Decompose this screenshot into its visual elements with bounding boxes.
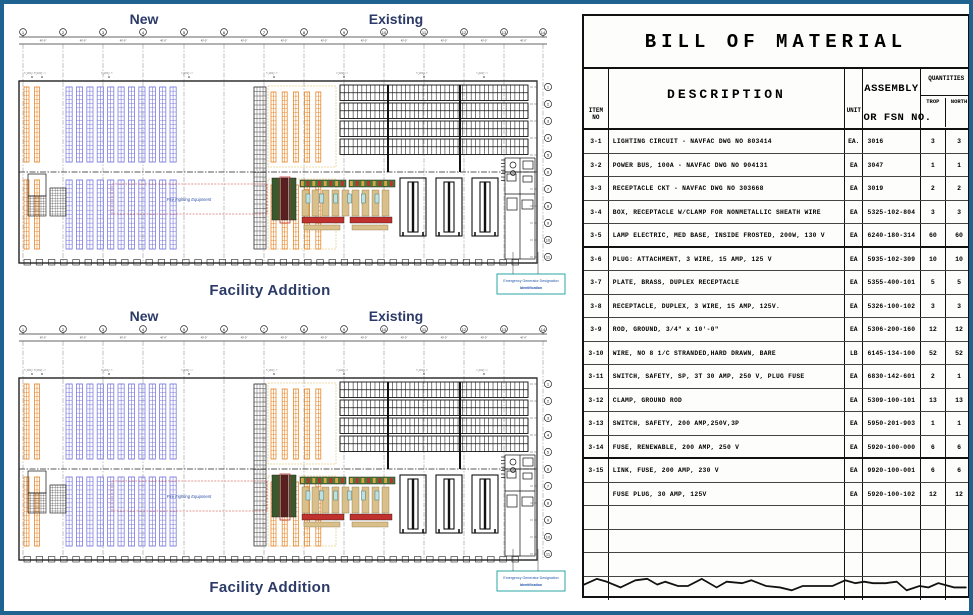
svg-text:24 SSM 1-3: 24 SSM 1-3	[34, 73, 46, 75]
svg-text:ID GEN 1-8: ID GEN 1-8	[101, 73, 113, 75]
svg-text:ID GEN 1-8: ID GEN 1-8	[416, 370, 428, 372]
svg-text:13: 13	[502, 327, 507, 332]
svg-text:24 SSM 1-3: 24 SSM 1-3	[336, 370, 348, 372]
svg-text:40'-0": 40'-0"	[40, 336, 47, 340]
svg-text:14: 14	[541, 327, 546, 332]
svg-text:24 SSM 1-3: 24 SSM 1-3	[181, 73, 193, 75]
svg-text:40'-0": 40'-0"	[80, 39, 87, 43]
svg-text:40'-0": 40'-0"	[481, 336, 488, 340]
svg-text:40'-0": 40'-0"	[201, 336, 208, 340]
svg-text:40'-0": 40'-0"	[441, 39, 448, 43]
svg-text:40'-0": 40'-0"	[441, 336, 448, 340]
svg-text:40'-0": 40'-0"	[281, 336, 288, 340]
svg-text:40'-0": 40'-0"	[321, 39, 328, 43]
svg-text:40'-0": 40'-0"	[120, 336, 127, 340]
svg-text:24 SSM 1-3: 24 SSM 1-3	[476, 370, 488, 372]
svg-text:Facility Addition: Facility Addition	[209, 579, 330, 596]
svg-text:ID GEN 1-8: ID GEN 1-8	[266, 370, 278, 372]
svg-text:12: 12	[462, 30, 467, 35]
svg-text:Existing: Existing	[369, 12, 423, 27]
svg-text:ID GEN 1-8: ID GEN 1-8	[101, 370, 113, 372]
svg-text:40'-0": 40'-0"	[520, 336, 527, 340]
svg-text:14: 14	[541, 30, 546, 35]
svg-text:10: 10	[546, 238, 551, 243]
svg-text:New: New	[130, 12, 159, 27]
svg-text:40'-0": 40'-0"	[201, 39, 208, 43]
svg-text:Fire Fighting Equipment: Fire Fighting Equipment	[167, 494, 212, 499]
svg-text:ID GEN 1-8: ID GEN 1-8	[416, 73, 428, 75]
svg-text:24 SSM 1-3: 24 SSM 1-3	[181, 370, 193, 372]
svg-text:40'-0": 40'-0"	[520, 39, 527, 43]
svg-text:40'-0": 40'-0"	[241, 336, 248, 340]
svg-text:40'-0": 40'-0"	[120, 39, 127, 43]
svg-text:New: New	[130, 309, 159, 324]
svg-text:24 SSM 1-3: 24 SSM 1-3	[336, 73, 348, 75]
svg-text:Emergency Generator Designatio: Emergency Generator Designation	[503, 279, 558, 283]
svg-text:13: 13	[502, 30, 507, 35]
svg-text:40'-0": 40'-0"	[361, 39, 368, 43]
svg-text:10: 10	[382, 327, 387, 332]
svg-text:Facility Addition: Facility Addition	[209, 282, 330, 299]
svg-text:40'-0": 40'-0"	[40, 39, 47, 43]
svg-text:12: 12	[462, 327, 467, 332]
svg-text:40'-0": 40'-0"	[160, 336, 167, 340]
svg-text:24 SSM 1-3: 24 SSM 1-3	[34, 370, 46, 372]
svg-text:40'-0": 40'-0"	[401, 336, 408, 340]
svg-text:40'-0": 40'-0"	[160, 39, 167, 43]
svg-text:40'-0": 40'-0"	[361, 336, 368, 340]
svg-text:ID GEN 1-8: ID GEN 1-8	[266, 73, 278, 75]
svg-text:Identification: Identification	[520, 583, 542, 587]
svg-text:10: 10	[546, 535, 551, 540]
svg-text:24 SSM 1-3: 24 SSM 1-3	[476, 73, 488, 75]
svg-text:40'-0": 40'-0"	[321, 336, 328, 340]
svg-text:Existing: Existing	[369, 309, 423, 324]
svg-text:Fire Fighting Equipment: Fire Fighting Equipment	[167, 197, 212, 202]
svg-text:10: 10	[382, 30, 387, 35]
svg-text:40'-0": 40'-0"	[281, 39, 288, 43]
svg-text:40'-0": 40'-0"	[401, 39, 408, 43]
svg-text:40'-0": 40'-0"	[80, 336, 87, 340]
svg-text:40'-0": 40'-0"	[481, 39, 488, 43]
svg-text:Emergency Generator Designatio: Emergency Generator Designation	[503, 576, 558, 580]
svg-text:40'-0": 40'-0"	[241, 39, 248, 43]
svg-text:Identification: Identification	[520, 286, 542, 290]
